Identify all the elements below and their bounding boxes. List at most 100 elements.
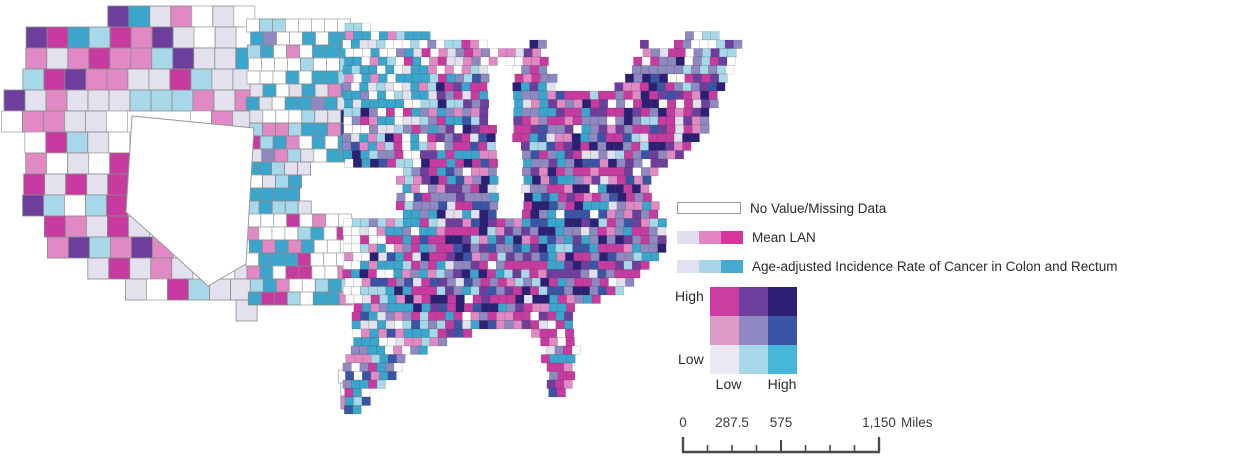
- county-cell: [454, 124, 463, 134]
- county-cell: [65, 173, 88, 196]
- county-cell: [376, 379, 386, 389]
- county-cell: [557, 277, 567, 287]
- county-cell: [67, 26, 90, 49]
- county-cell: [396, 354, 406, 364]
- county-cell: [262, 278, 277, 293]
- county-cell: [344, 277, 354, 287]
- county-cell: [393, 82, 403, 92]
- county-cell: [489, 158, 498, 168]
- county-cell: [674, 65, 684, 75]
- county-cell: [556, 388, 566, 398]
- county-cell: [572, 243, 582, 253]
- county-cell: [537, 39, 547, 49]
- county-cell: [420, 328, 430, 338]
- county-cell: [344, 396, 354, 406]
- county-cell: [395, 252, 405, 262]
- county-cell: [529, 39, 539, 49]
- county-cell: [462, 286, 471, 296]
- county-cell: [272, 265, 287, 280]
- county-cell: [489, 201, 499, 211]
- county-cell: [539, 124, 548, 134]
- county-cell: [394, 150, 404, 160]
- county-cell: [496, 218, 506, 228]
- county-cell: [342, 362, 352, 372]
- county-cell: [472, 175, 482, 185]
- county-cell: [420, 56, 430, 66]
- county-cell: [614, 243, 624, 253]
- county-cell: [437, 150, 446, 160]
- county-cell: [370, 48, 380, 58]
- county-cell: [479, 235, 489, 245]
- county-cell: [521, 90, 531, 100]
- county-cell: [351, 235, 361, 245]
- county-cell: [589, 243, 599, 253]
- county-cell: [170, 5, 193, 28]
- county-cell: [298, 265, 313, 280]
- county-cell: [521, 226, 531, 236]
- county-cell: [632, 107, 642, 117]
- county-cell: [600, 192, 610, 202]
- county-cell: [649, 167, 659, 177]
- county-cell: [427, 243, 437, 253]
- county-cell: [422, 192, 431, 202]
- county-cell: [418, 141, 428, 151]
- county-cell: [452, 133, 462, 143]
- county-cell: [691, 116, 701, 126]
- county-cell: [438, 277, 448, 287]
- county-cell: [249, 109, 264, 124]
- county-cell: [531, 252, 541, 262]
- county-cell: [575, 192, 584, 202]
- county-cell: [393, 141, 403, 151]
- county-cell: [649, 209, 659, 219]
- county-cell: [463, 158, 473, 168]
- county-cell: [463, 56, 473, 66]
- county-cell: [649, 235, 659, 245]
- county-cell: [700, 107, 710, 117]
- county-cell: [413, 294, 423, 304]
- county-cell: [639, 39, 649, 49]
- county-cell: [430, 294, 440, 304]
- county-cell: [480, 73, 490, 83]
- county-cell: [262, 109, 277, 124]
- county-cell: [23, 173, 46, 196]
- county-cell: [657, 235, 667, 245]
- county-cell: [598, 218, 608, 228]
- county-cell: [530, 260, 539, 270]
- county-cell: [639, 82, 649, 92]
- county-cell: [343, 218, 353, 228]
- county-cell: [429, 277, 439, 287]
- county-cell: [649, 116, 659, 126]
- swatch-segment: [721, 259, 743, 273]
- county-cell: [530, 235, 540, 245]
- county-cell: [650, 56, 660, 66]
- county-cell: [325, 213, 340, 228]
- county-cell: [529, 269, 539, 279]
- county-cell: [385, 65, 395, 75]
- county-cell: [571, 345, 581, 355]
- county-cell: [504, 311, 514, 321]
- county-cell: [513, 320, 523, 330]
- county-cell: [413, 192, 423, 202]
- county-cell: [395, 337, 405, 347]
- county-cell: [368, 243, 378, 253]
- county-cell: [344, 388, 354, 398]
- county-cell: [314, 122, 329, 137]
- county-cell: [498, 48, 508, 58]
- county-cell: [129, 257, 152, 280]
- county-cell: [393, 65, 403, 75]
- county-cell: [521, 116, 531, 126]
- county-cell: [657, 226, 667, 236]
- county-cell: [666, 124, 676, 134]
- county-cell: [557, 294, 567, 304]
- county-cell: [361, 337, 371, 347]
- county-cell: [631, 184, 641, 194]
- county-cell: [261, 57, 275, 72]
- county-cell: [549, 371, 559, 381]
- county-cell: [521, 260, 531, 270]
- county-cell: [445, 286, 454, 296]
- county-cell: [394, 286, 403, 296]
- county-cell: [700, 116, 710, 126]
- county-cell: [462, 311, 472, 321]
- county-cell: [404, 277, 414, 287]
- county-cell: [446, 277, 456, 287]
